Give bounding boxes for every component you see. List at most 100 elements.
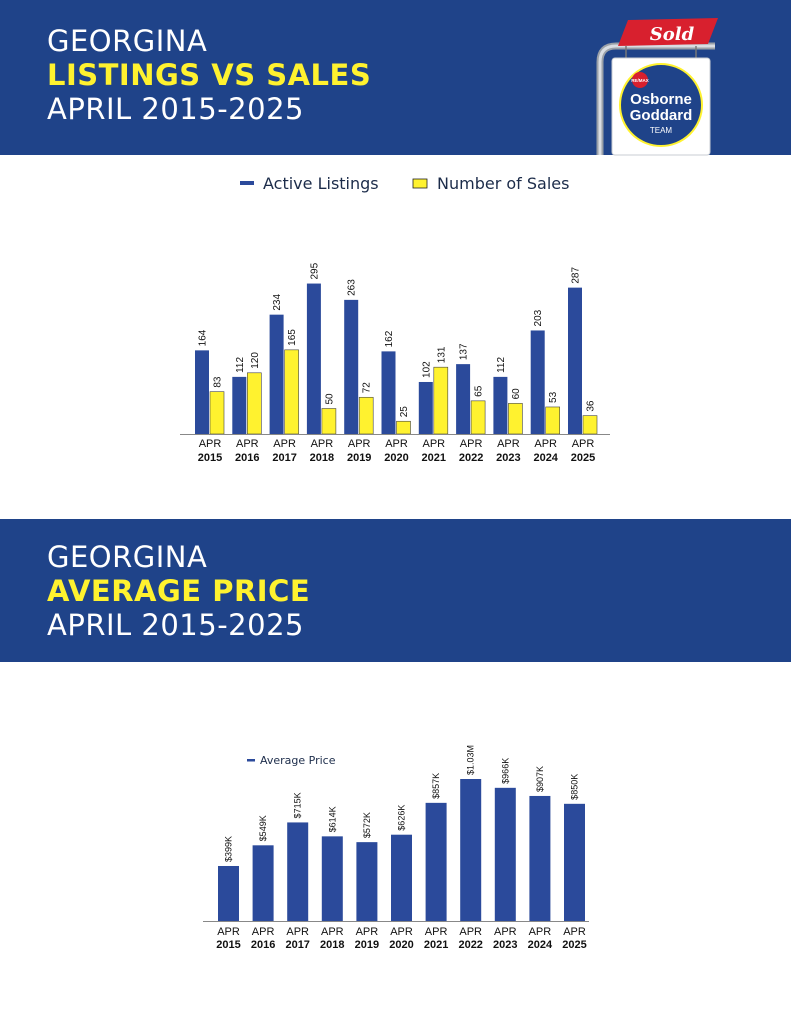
price-bar-2018 (321, 836, 343, 921)
price-bar-2024 (529, 795, 551, 921)
x2-tick-year-2023: 2023 (493, 939, 517, 951)
x-tick-year-2021: 2021 (422, 452, 446, 464)
price-bar-2025 (564, 803, 585, 921)
sales-label-2024: 53 (548, 391, 559, 403)
listings-label-2018: 295 (309, 262, 320, 279)
listings-bar-2025 (568, 287, 582, 434)
x-tick-month-2024: APR (534, 438, 557, 450)
x2-tick-year-2021: 2021 (424, 939, 448, 951)
listings-label-2015: 164 (198, 329, 209, 346)
header-period: APRIL 2015-2025 (47, 92, 304, 126)
price-label-2019: $572K (362, 812, 372, 838)
x-tick-month-2018: APR (311, 438, 334, 450)
sales-label-2020: 25 (399, 406, 410, 418)
x2-tick-year-2016: 2016 (251, 939, 275, 951)
sales-label-2025: 36 (586, 400, 597, 412)
chart2-legend: Average Price (247, 754, 336, 767)
listings-label-2017: 234 (272, 294, 283, 311)
x-tick-month-2021: APR (422, 438, 445, 450)
x-tick-year-2016: 2016 (235, 452, 259, 464)
x-tick-year-2020: 2020 (384, 452, 408, 464)
legend-number-of-sales: Number of Sales (437, 174, 569, 193)
logo-name2: Goddard (630, 107, 693, 124)
sales-label-2017: 165 (287, 329, 298, 346)
listings-bar-2018 (306, 283, 321, 434)
listings-label-2021: 102 (421, 361, 432, 378)
sales-label-2019: 72 (362, 382, 373, 394)
listings-label-2016: 112 (235, 356, 246, 372)
x2-tick-year-2019: 2019 (355, 939, 379, 951)
x2-tick-year-2017: 2017 (285, 939, 309, 951)
x-tick-month-2022: APR (460, 438, 483, 450)
legend-active-listings: Active Listings (263, 174, 379, 193)
osborne-goddard-logo: Sold RE/MAX Osborne Goddard TEAM (596, 18, 718, 156)
listings-bar-2023 (493, 376, 508, 434)
price-bar-2020 (391, 834, 412, 921)
price-label-2018: $614K (327, 806, 337, 832)
header-title-2: AVERAGE PRICE (47, 574, 311, 608)
sales-label-2023: 60 (511, 388, 522, 400)
legend-average-price: Average Price (260, 754, 336, 767)
x-tick-month-2015: APR (199, 438, 222, 450)
x2-tick-year-2024: 2024 (528, 939, 553, 951)
x-tick-year-2015: 2015 (198, 452, 222, 464)
header-location: GEORGINA (47, 24, 208, 58)
x-tick-month-2019: APR (348, 438, 371, 450)
x2-tick-month-2017: APR (286, 926, 309, 938)
listings-bar-2019 (344, 299, 359, 434)
legend-sales-swatch (412, 178, 428, 189)
sales-label-2021: 131 (436, 346, 447, 363)
x2-tick-month-2025: APR (563, 926, 586, 938)
listings-label-2019: 263 (347, 279, 358, 296)
price-label-2024: $907K (535, 766, 545, 792)
brand-text: RE/MAX (631, 78, 649, 83)
x-tick-month-2025: APR (572, 438, 595, 450)
chart1-legend: Active Listings Number of Sales (240, 174, 569, 193)
x-tick-year-2017: 2017 (272, 452, 296, 464)
sold-text: Sold (650, 24, 695, 45)
listings-label-2023: 112 (496, 356, 507, 372)
price-bar-2023 (494, 787, 516, 921)
x-tick-month-2016: APR (236, 438, 259, 450)
x-tick-month-2023: APR (497, 438, 520, 450)
x2-tick-year-2015: 2015 (216, 939, 240, 951)
x2-tick-month-2024: APR (529, 926, 552, 938)
sales-label-2022: 65 (474, 385, 485, 397)
listings-bar-2021 (418, 381, 433, 434)
price-label-2017: $715K (293, 792, 303, 818)
price-label-2021: $857K (431, 773, 441, 799)
price-bar-2019 (356, 842, 378, 921)
sales-label-2016: 120 (250, 352, 261, 369)
x-tick-month-2020: APR (385, 438, 408, 450)
listings-label-2020: 162 (384, 330, 395, 347)
price-bar-2022 (460, 779, 482, 921)
header-location-2: GEORGINA (47, 540, 208, 574)
listings-vs-sales-chart: Active Listings Number of Sales 164 83 112… (180, 174, 610, 464)
price-bar-2016 (252, 845, 274, 921)
sales-label-2018: 50 (324, 393, 335, 405)
x-tick-year-2025: 2025 (571, 452, 595, 464)
price-label-2020: $626K (397, 805, 407, 831)
sales-label-2015: 83 (213, 376, 224, 388)
price-label-2015: $399K (224, 836, 234, 862)
legend-average-price-swatch (247, 759, 255, 762)
logo-name1: Osborne (630, 91, 692, 108)
price-bar-2021 (425, 802, 447, 921)
x2-tick-year-2018: 2018 (320, 939, 344, 951)
price-label-2025: $850K (570, 774, 580, 800)
x-tick-year-2024: 2024 (533, 452, 558, 464)
x2-tick-month-2022: APR (459, 926, 482, 938)
x-tick-year-2022: 2022 (459, 452, 483, 464)
x2-tick-month-2020: APR (390, 926, 413, 938)
legend-active-listings-swatch (240, 181, 254, 185)
x-tick-year-2018: 2018 (310, 452, 334, 464)
listings-bar-2024 (530, 330, 545, 434)
listings-label-2025: 287 (571, 267, 582, 284)
listings-label-2022: 137 (459, 343, 470, 360)
price-label-2016: $549K (258, 815, 268, 841)
x2-tick-month-2021: APR (425, 926, 448, 938)
x2-tick-year-2022: 2022 (458, 939, 482, 951)
logo-name3: TEAM (650, 126, 673, 135)
x-tick-year-2019: 2019 (347, 452, 371, 464)
x2-tick-month-2018: APR (321, 926, 344, 938)
